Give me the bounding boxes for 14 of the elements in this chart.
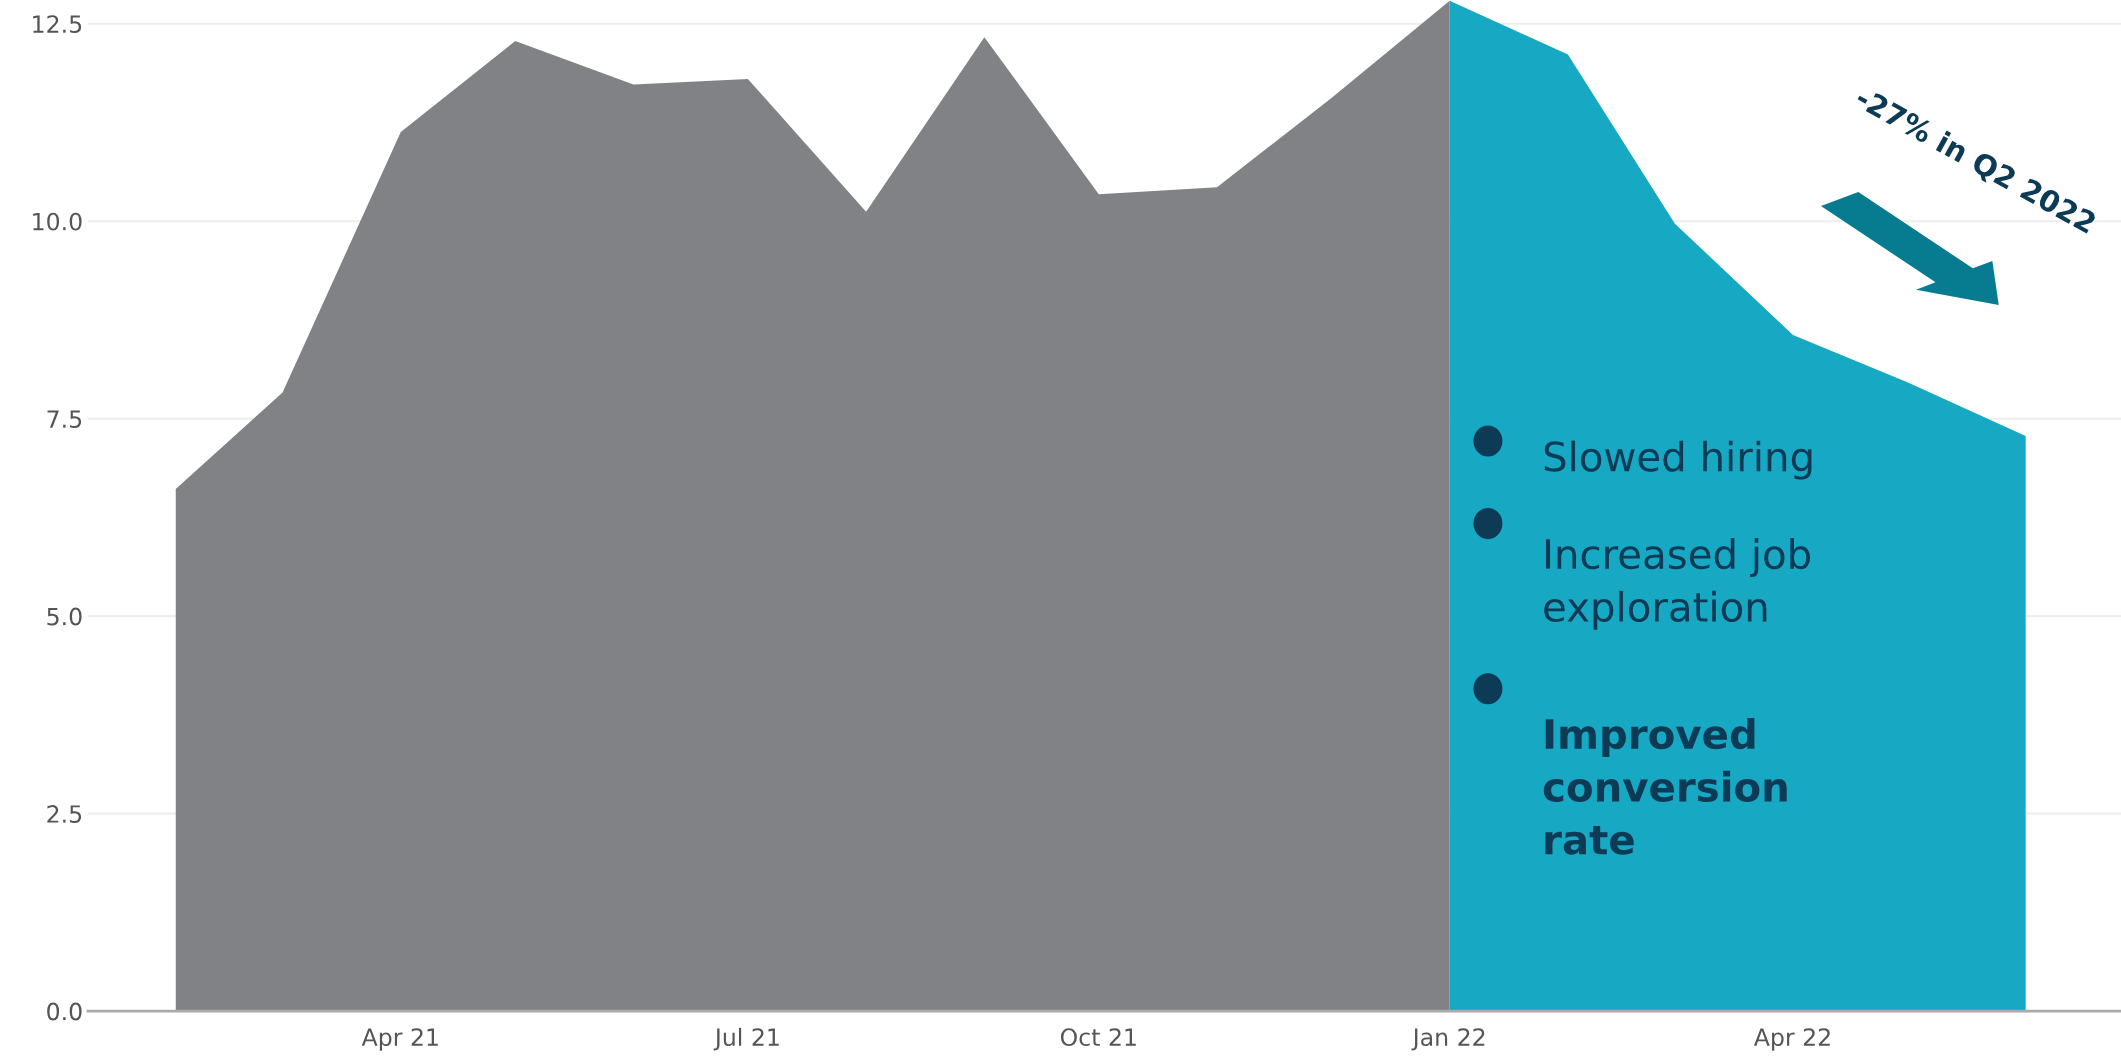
y-tick-label: 7.5	[47, 410, 82, 428]
y-tick-label: 12.5	[33, 15, 82, 33]
x-tick-label: Apr 22	[1753, 1028, 1830, 1051]
annotation: Slowed hiring	[1544, 440, 1812, 480]
y-tick-label: 2.5	[47, 805, 82, 823]
y-tick-label: 0.0	[47, 1002, 82, 1021]
x-tick-label: Jan 22	[1411, 1028, 1485, 1051]
annotation: Improved conversion rate	[1543, 718, 1787, 855]
y-tick-label: 10.0	[33, 212, 82, 231]
x-tick-label: Apr 21	[361, 1028, 438, 1051]
x-tick-label: Jul 21	[713, 1027, 779, 1051]
x-tick-label: Oct 21	[1060, 1028, 1136, 1047]
annotation: Increased job exploration	[1544, 538, 1811, 630]
y-tick-label: 5.0	[47, 607, 82, 626]
